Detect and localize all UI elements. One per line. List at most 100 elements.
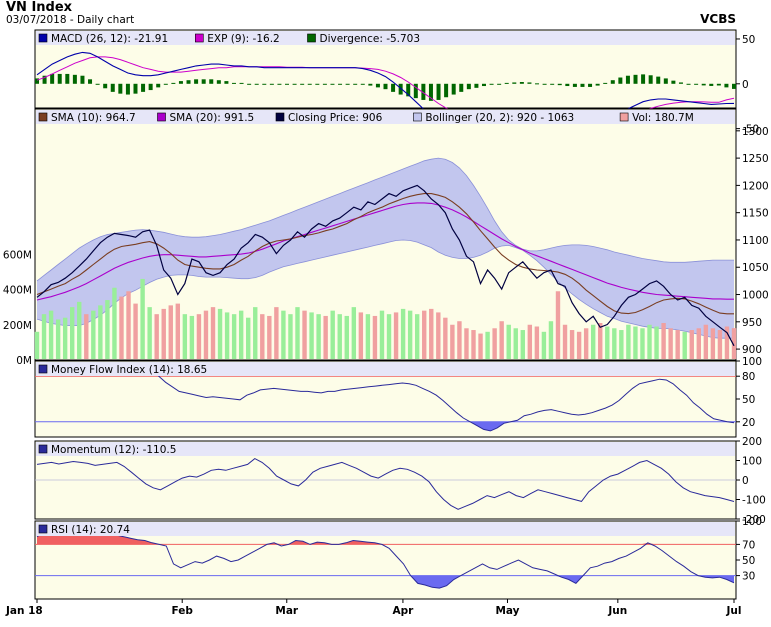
- macd-legend-label-0: MACD (26, 12): -21.91: [51, 33, 168, 45]
- volume-bar: [175, 303, 181, 359]
- volume-bar: [344, 315, 349, 359]
- volume-y-tick-label: 600M: [3, 249, 32, 261]
- divergence-bar: [535, 83, 540, 85]
- divergence-bar: [398, 83, 403, 95]
- volume-bar: [210, 307, 216, 359]
- price-legend-swatch-4: [619, 112, 629, 122]
- volume-bar: [62, 317, 68, 359]
- divergence-bar: [103, 83, 108, 89]
- volume-bar: [422, 310, 427, 359]
- volume-bar: [34, 331, 40, 359]
- macd-y-tick-label: -50: [742, 124, 759, 136]
- divergence-bar: [35, 78, 39, 84]
- divergence-bar: [148, 83, 153, 91]
- divergence-bar: [474, 83, 479, 88]
- divergence-bar: [254, 83, 259, 85]
- divergence-bar: [459, 83, 464, 92]
- divergence-bar: [50, 73, 55, 84]
- divergence-bar: [353, 83, 358, 85]
- volume-bar: [330, 310, 335, 359]
- macd-y-tick-label: 0: [742, 79, 749, 91]
- volume-bar: [260, 314, 265, 359]
- volume-bar: [724, 326, 730, 359]
- divergence-bar: [42, 75, 47, 84]
- divergence-bar: [80, 75, 85, 84]
- divergence-bar: [133, 83, 138, 94]
- divergence-bar: [88, 79, 93, 84]
- divergence-bar: [330, 83, 335, 85]
- price-legend-swatch-0: [38, 112, 48, 122]
- divergence-bar: [194, 79, 199, 84]
- volume-bar: [182, 314, 188, 359]
- price-legend-bar: [36, 110, 735, 124]
- volume-bar: [640, 328, 645, 359]
- divergence-bar: [618, 77, 623, 84]
- volume-bar: [492, 328, 497, 359]
- divergence-bar: [307, 83, 312, 85]
- price-legend-label-2: Closing Price: 906: [288, 112, 383, 124]
- bollinger-lower-line: [36, 239, 734, 339]
- divergence-bar: [406, 83, 411, 97]
- divergence-bar: [709, 83, 714, 86]
- momentum-line: [36, 458, 735, 510]
- volume-bar: [703, 324, 709, 359]
- divergence-bar: [338, 83, 343, 85]
- volume-bar: [583, 328, 589, 359]
- volume-bar: [309, 312, 314, 359]
- sma20-line: [36, 202, 734, 301]
- volume-bar: [731, 328, 737, 359]
- volume-bar: [196, 314, 202, 359]
- divergence-bar: [65, 73, 70, 84]
- volume-bar: [471, 330, 476, 359]
- mfi-y-tick-label: 80: [742, 371, 755, 383]
- divergence-bar: [610, 80, 615, 84]
- price-y-tick-label: 1000: [742, 290, 769, 302]
- divergence-bar: [663, 78, 668, 84]
- volume-bar: [274, 307, 279, 359]
- divergence-bar: [686, 83, 691, 85]
- volume-y-tick-label: 200M: [3, 320, 32, 332]
- divergence-bar: [315, 83, 320, 85]
- divergence-bar: [489, 83, 494, 85]
- divergence-bar: [72, 74, 77, 84]
- momentum-y-tick-label: 0: [742, 475, 749, 487]
- divergence-bar: [118, 83, 123, 94]
- volume-bar: [443, 317, 448, 359]
- x-axis-tick-label: Mar: [275, 605, 299, 617]
- divergence-bar: [603, 82, 608, 84]
- macd-legend-swatch-1: [195, 33, 204, 43]
- volume-bar: [569, 330, 575, 359]
- volume-bar: [379, 310, 385, 359]
- divergence-bar: [413, 83, 418, 99]
- divergence-bar: [678, 82, 683, 84]
- divergence-bar: [156, 83, 161, 88]
- volume-bar: [436, 312, 441, 359]
- volume-bar: [161, 308, 166, 359]
- volume-bar: [41, 314, 47, 359]
- rsi-overbought-fill: [37, 522, 734, 545]
- volume-bar: [147, 307, 152, 359]
- volume-bar: [457, 321, 462, 359]
- volume-bar: [605, 326, 610, 359]
- volume-bar: [105, 300, 110, 359]
- divergence-bar: [186, 80, 191, 84]
- price-y-tick-label: 1050: [742, 262, 769, 274]
- volume-bar: [541, 331, 547, 359]
- volume-bar: [562, 324, 568, 359]
- price-y-tick-label: 1300: [742, 126, 769, 138]
- divergence-bar: [360, 83, 365, 85]
- mfi-legend-bar: [36, 362, 735, 376]
- brand-label: VCBS: [700, 12, 736, 26]
- volume-bar: [506, 324, 511, 359]
- divergence-bar: [504, 82, 509, 84]
- price-y-tick-label: 900: [742, 344, 762, 356]
- divergence-bar: [322, 83, 327, 85]
- macd-legend-swatch-0: [38, 33, 48, 43]
- macd-legend-label-2: Divergence: -5.703: [320, 33, 421, 45]
- volume-bar: [168, 305, 173, 359]
- mfi-legend-label-0: Money Flow Index (14): 18.65: [51, 364, 207, 376]
- divergence-bar: [572, 83, 577, 87]
- sma10-line: [36, 193, 734, 315]
- divergence-bar: [542, 83, 547, 85]
